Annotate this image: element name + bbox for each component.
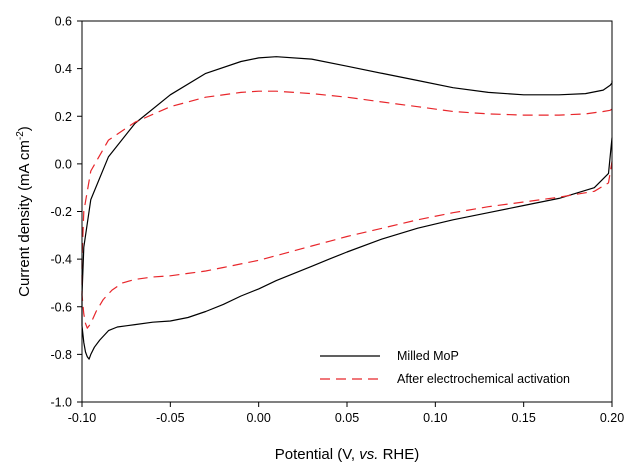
legend-label-after-activation: After electrochemical activation <box>397 372 570 386</box>
y-tick-label: 0.0 <box>55 157 72 171</box>
x-axis-title-italic: vs. <box>359 446 378 463</box>
series-lines <box>81 56 613 360</box>
y-tick-label: -0.8 <box>50 348 72 362</box>
y-axis: -1.0 -0.8 -0.6 -0.4 -0.2 0.0 0.2 0.4 0.6 <box>50 15 82 410</box>
y-tick-label: 0.6 <box>55 15 72 29</box>
y-axis-title-superscript: -2 <box>15 131 26 140</box>
x-axis: -0.10 -0.05 0.00 0.05 0.10 0.15 0.20 <box>68 402 624 425</box>
x-axis-title: Potential (V, vs. RHE) <box>275 446 420 463</box>
x-tick-label: 0.10 <box>423 411 447 425</box>
y-tick-label: -1.0 <box>50 396 72 410</box>
x-axis-title-part3: RHE) <box>378 446 419 463</box>
x-tick-label: 0.15 <box>511 411 535 425</box>
x-tick-label: -0.05 <box>156 411 185 425</box>
y-axis-title: Current density (mA cm-2) <box>15 126 33 297</box>
x-axis-title-part1: Potential (V, <box>275 446 360 463</box>
y-tick-label: 0.2 <box>55 110 72 124</box>
legend-label-milled-mop: Milled MoP <box>397 349 459 363</box>
x-tick-label: 0.05 <box>335 411 359 425</box>
y-axis-title-part3: ) <box>16 126 33 131</box>
y-tick-label: -0.6 <box>50 300 72 314</box>
x-tick-label: -0.10 <box>68 411 97 425</box>
plot-area-frame <box>81 20 613 403</box>
y-tick-label: 0.4 <box>55 62 72 76</box>
series-line-1 <box>81 90 613 329</box>
x-tick-label: 0.00 <box>246 411 270 425</box>
series-line-0 <box>81 56 613 360</box>
x-tick-label: 0.20 <box>600 411 624 425</box>
legend: Milled MoP After electrochemical activat… <box>320 349 570 386</box>
y-axis-title-part1: Current density (mA cm <box>16 140 33 297</box>
y-tick-label: -0.4 <box>50 253 72 267</box>
y-tick-label: -0.2 <box>50 205 72 219</box>
